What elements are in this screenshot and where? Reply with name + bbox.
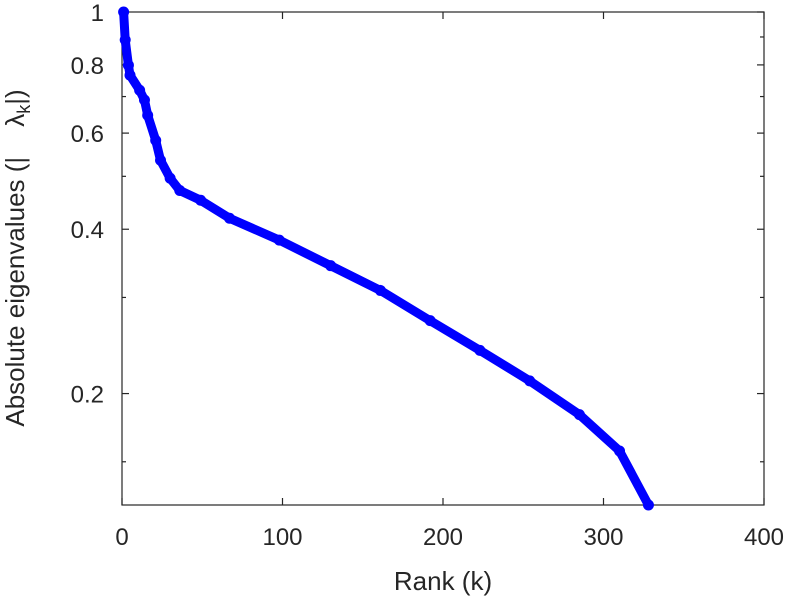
data-point: [138, 94, 150, 106]
data-point: [134, 84, 146, 96]
data-point: [573, 409, 585, 421]
data-point: [164, 172, 176, 184]
data-point: [174, 184, 186, 196]
x-tick-label: 200: [423, 524, 463, 551]
data-point: [424, 315, 436, 327]
data-point: [474, 344, 486, 356]
data-point: [122, 59, 134, 71]
data-point: [195, 194, 207, 206]
y-tick-label: 0.8: [71, 53, 104, 80]
y-tick-label: 0.2: [71, 382, 104, 409]
x-axis-label: Rank (k): [394, 566, 492, 596]
y-axis-label: Absolute eigenvalues (|λk|): [0, 89, 34, 426]
x-tick-label: 100: [262, 524, 302, 551]
data-point: [614, 445, 626, 457]
data-point: [374, 284, 386, 296]
y-tick-label: 1: [91, 0, 104, 27]
data-point: [155, 154, 167, 166]
y-tick-label: 0.6: [71, 121, 104, 148]
data-point: [642, 499, 654, 511]
x-tick-label: 400: [744, 524, 784, 551]
data-point: [150, 134, 162, 146]
x-tick-label: 0: [115, 524, 128, 551]
data-point: [118, 6, 130, 18]
data-point: [273, 234, 285, 246]
series-line: [119, 7, 653, 510]
plot-frame: [121, 11, 765, 506]
x-tick-label: 300: [583, 524, 623, 551]
data-point: [325, 260, 337, 272]
data-point: [119, 34, 131, 46]
data-point: [224, 212, 236, 224]
data-point: [142, 109, 154, 121]
y-tick-label: 0.4: [71, 217, 104, 244]
data-point: [524, 375, 536, 387]
data-point: [124, 69, 136, 81]
